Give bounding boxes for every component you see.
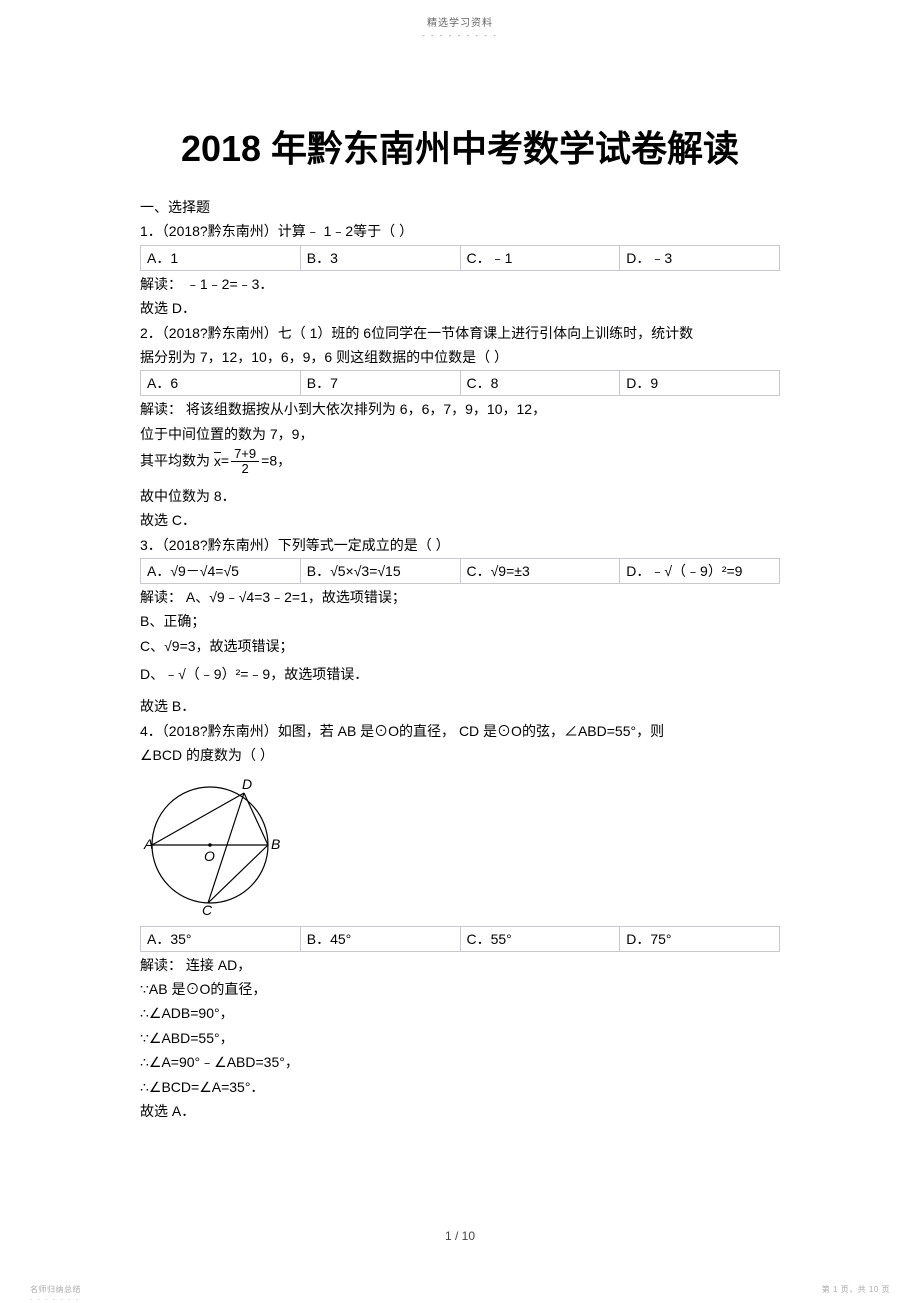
- q4-opt-d: D．75°: [620, 926, 780, 951]
- q3-exp2: B、正确；: [140, 610, 780, 632]
- label-a: A: [143, 836, 153, 852]
- q2-opt-a: A．6: [141, 371, 301, 396]
- fraction-numerator: 7+9: [231, 447, 259, 462]
- q4-opt-b: B．45°: [300, 926, 460, 951]
- top-watermark: 精选学习资料: [0, 0, 920, 29]
- q4-options-table: A．35° B．45° C．55° D．75°: [140, 926, 780, 952]
- q2-exp5: 故选 C．: [140, 509, 780, 531]
- q1-opt-a: A．1: [141, 245, 301, 270]
- top-watermark-dots: - - - - - - - - -: [0, 31, 920, 40]
- line-ad: [152, 793, 244, 845]
- label-b: B: [271, 836, 280, 852]
- q4-exp3: ∴∠ADB=90°，: [140, 1002, 780, 1024]
- label-c: C: [202, 902, 213, 915]
- section-heading: 一、选择题: [140, 196, 780, 218]
- q3-text: 3．（2018?黔东南州）下列等式一定成立的是（ ）: [140, 534, 780, 556]
- q2-exp1: 解读： 将该组数据按从小到大依次排列为 6，6，7，9，10，12，: [140, 398, 780, 420]
- q2-opt-d: D．9: [620, 371, 780, 396]
- q4-exp5: ∴∠A=90°﹣∠ABD=35°，: [140, 1051, 780, 1073]
- fraction-denominator: 2: [231, 462, 259, 476]
- q2-exp3-suffix: =8，: [261, 453, 291, 469]
- q3-opt-b: B．√5×√3=√15: [300, 558, 460, 583]
- footer-right-text: 第 1 页，共 10 页: [822, 1284, 890, 1295]
- q1-text: 1．（2018?黔东南州）计算﹣ 1﹣2等于（ ）: [140, 220, 780, 242]
- q4-exp6: ∴∠BCD=∠A=35°．: [140, 1076, 780, 1098]
- line-bd: [244, 793, 268, 845]
- q1-opt-c: C．﹣1: [460, 245, 620, 270]
- q2-exp3: 其平均数为 x=7+92=8，: [140, 447, 780, 477]
- q1-exp2: 故选 D．: [140, 297, 780, 319]
- center-dot: [208, 843, 212, 847]
- q3-exp3: C、√9=3，故选项错误；: [140, 635, 780, 657]
- q2-exp3-prefix: 其平均数为: [140, 453, 214, 469]
- q2-options-table: A．6 B．7 C．8 D．9: [140, 370, 780, 396]
- q3-opt-c: C．√9=±3: [460, 558, 620, 583]
- q3-exp4: D、﹣√（﹣9）²=﹣9，故选项错误．: [140, 663, 780, 685]
- label-o: O: [204, 848, 215, 864]
- page-number: 1 / 10: [0, 1229, 920, 1243]
- table-row: A．6 B．7 C．8 D．9: [141, 371, 780, 396]
- q4-exp1: 解读： 连接 AD，: [140, 954, 780, 976]
- footer-left-dots: - - - - - - -: [30, 1297, 80, 1303]
- q2-opt-c: C．8: [460, 371, 620, 396]
- q4-exp7: 故选 A．: [140, 1100, 780, 1122]
- label-d: D: [242, 776, 252, 792]
- q2-opt-b: B．7: [300, 371, 460, 396]
- table-row: A．1 B．3 C．﹣1 D．﹣3: [141, 245, 780, 270]
- q4-exp2: ∵AB 是⊙O的直径，: [140, 978, 780, 1000]
- q4-exp4: ∵∠ABD=55°，: [140, 1027, 780, 1049]
- footer-left-text: 名师归纳总结: [30, 1284, 81, 1295]
- q2-exp4: 故中位数为 8．: [140, 485, 780, 507]
- table-row: A．√9－√4=√5 B．√5×√3=√15 C．√9=±3 D．﹣√（﹣9）²…: [141, 558, 780, 583]
- q2-text2: 据分别为 7，12，10，6，9，6 则这组数据的中位数是（ ）: [140, 346, 780, 368]
- fraction: 7+92: [231, 447, 259, 477]
- document-content: 2018 年黔东南州中考数学试卷解读 一、选择题 1．（2018?黔东南州）计算…: [0, 40, 920, 1122]
- q3-opt-d: D．﹣√（﹣9）²=9: [620, 558, 780, 583]
- q3-exp1: 解读： A、√9﹣√4=3﹣2=1，故选项错误；: [140, 586, 780, 608]
- xbar-symbol: x: [214, 450, 221, 472]
- circle-diagram: A B D C O: [140, 775, 290, 915]
- q3-opt-a: A．√9－√4=√5: [141, 558, 301, 583]
- q1-exp1: 解读： ﹣1﹣2=﹣3．: [140, 273, 780, 295]
- q3-options-table: A．√9－√4=√5 B．√5×√3=√15 C．√9=±3 D．﹣√（﹣9）²…: [140, 558, 780, 584]
- table-row: A．35° B．45° C．55° D．75°: [141, 926, 780, 951]
- q2-exp2: 位于中间位置的数为 7，9，: [140, 423, 780, 445]
- q1-opt-d: D．﹣3: [620, 245, 780, 270]
- q1-opt-b: B．3: [300, 245, 460, 270]
- page-title: 2018 年黔东南州中考数学试卷解读: [140, 120, 780, 172]
- q2-text1: 2．（2018?黔东南州）七（ 1）班的 6位同学在一节体育课上进行引体向上训练…: [140, 322, 780, 344]
- q4-opt-c: C．55°: [460, 926, 620, 951]
- q3-exp5: 故选 B．: [140, 695, 780, 717]
- q1-options-table: A．1 B．3 C．﹣1 D．﹣3: [140, 245, 780, 271]
- q4-text2: ∠BCD 的度数为（ ）: [140, 744, 780, 766]
- q4-text1: 4．（2018?黔东南州）如图，若 AB 是⊙O的直径， CD 是⊙O的弦，∠A…: [140, 720, 780, 742]
- q4-opt-a: A．35°: [141, 926, 301, 951]
